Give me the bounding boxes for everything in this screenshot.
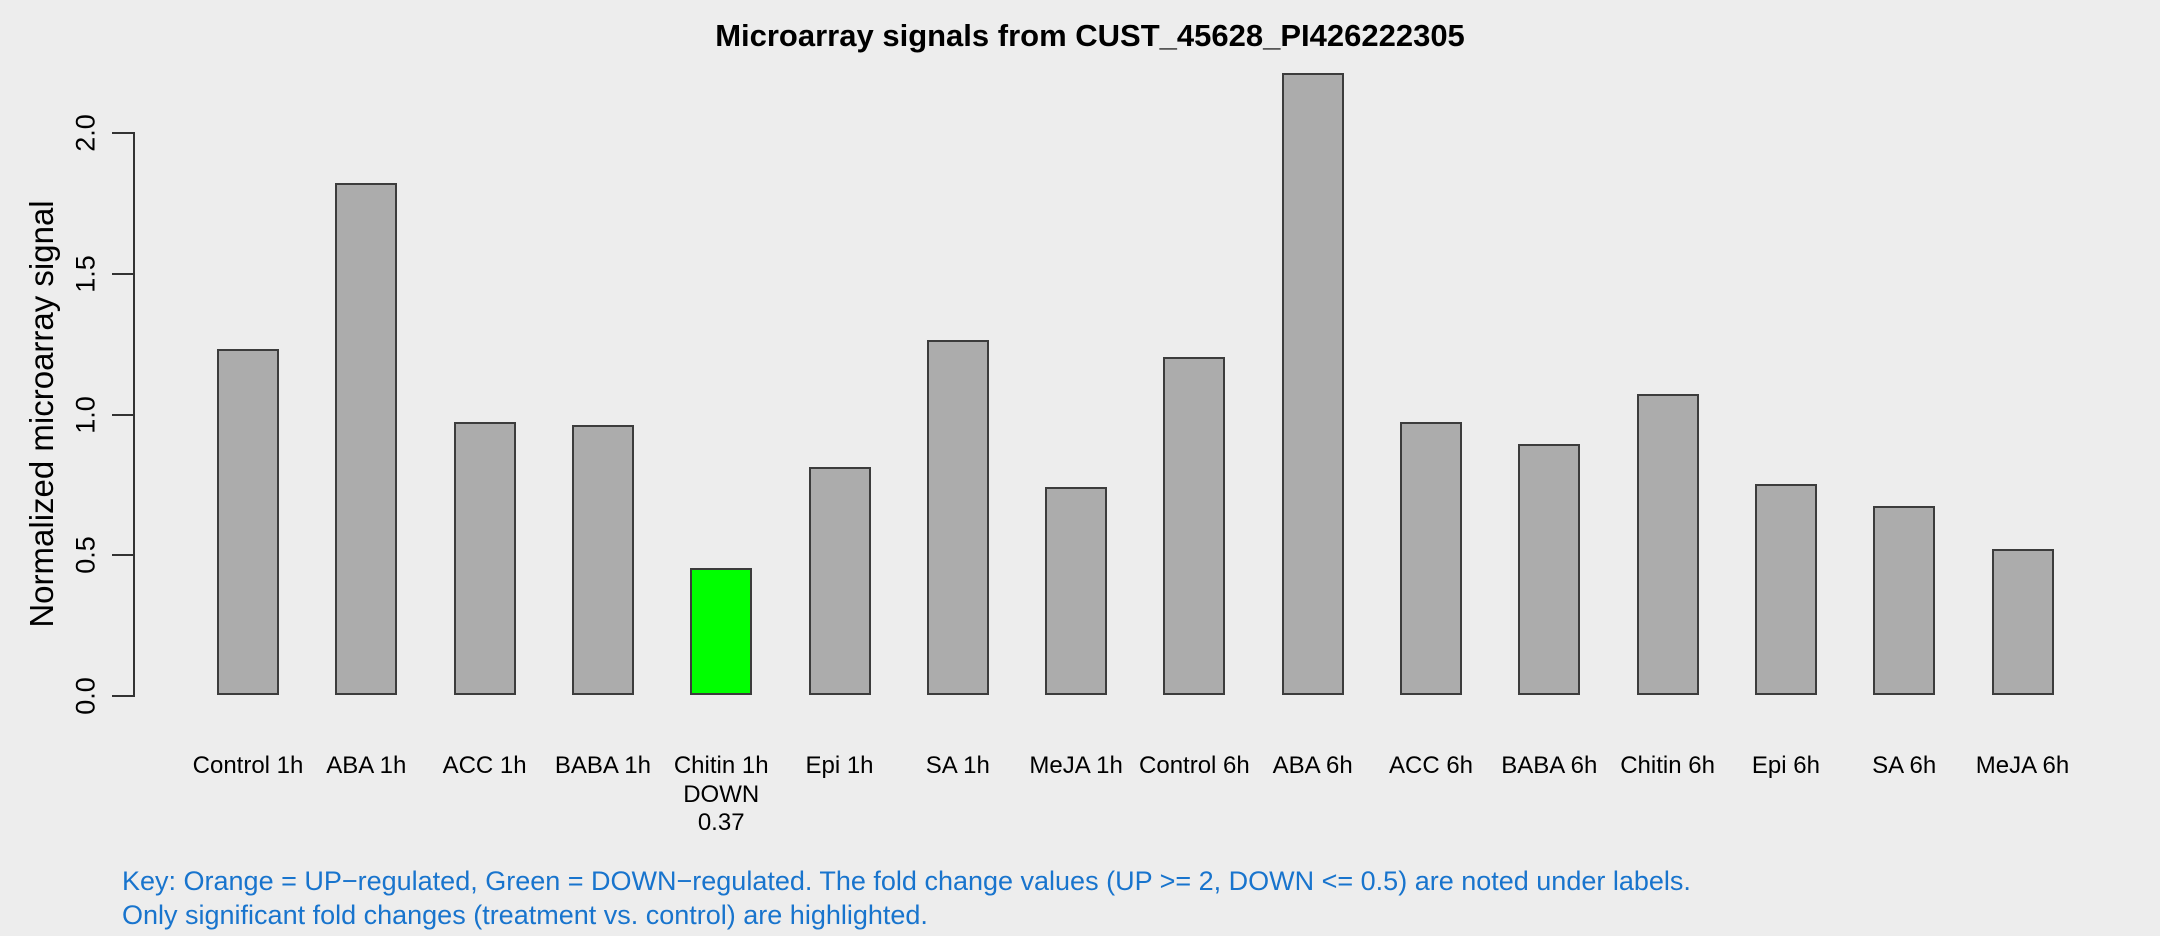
x-label-meja-6h: MeJA 6h	[1975, 752, 2070, 779]
y-tick-label-0.5: 0.5	[70, 536, 101, 575]
legend-key: Key: Orange = UP−regulated, Green = DOWN…	[122, 864, 1691, 932]
y-tick-label-2.0: 2.0	[70, 114, 101, 152]
bar-control-1h	[217, 349, 279, 695]
bar-baba-6h	[1518, 444, 1581, 695]
bar-aba-6h	[1281, 73, 1344, 695]
x-label-epi-1h: Epi 1h	[805, 752, 874, 779]
x-label-acc-6h: ACC 6h	[1388, 752, 1474, 779]
bar-aba-1h	[335, 183, 398, 695]
bar-control-6h	[1163, 357, 1226, 695]
legend-key-line-2: Only significant fold changes (treatment…	[122, 900, 928, 930]
y-tick-2.0	[112, 132, 135, 134]
y-tick-label-0.0: 0.0	[70, 677, 101, 715]
bar-chitin-6h	[1636, 394, 1699, 695]
bar-acc-1h	[453, 422, 516, 695]
x-label-chitin-1h: Chitin 1h	[673, 752, 769, 779]
bar-baba-1h	[571, 425, 634, 695]
y-tick-label-1.5: 1.5	[70, 254, 101, 293]
x-label-sa-6h: SA 6h	[1872, 752, 1937, 779]
y-axis-title: Normalized microarray signal	[23, 200, 60, 628]
bar-meja-1h	[1045, 487, 1108, 695]
bar-chitin-1h	[690, 568, 753, 695]
x-label-control-6h: Control 6h	[1139, 752, 1250, 779]
fold-value-label: 0.37	[697, 809, 745, 836]
x-label-chitin-6h: Chitin 6h	[1620, 752, 1715, 779]
bar-epi-6h	[1754, 484, 1817, 695]
bar-sa-6h	[1873, 506, 1936, 695]
x-label-meja-1h: MeJA 1h	[1029, 752, 1123, 779]
bar-sa-1h	[926, 340, 989, 695]
bar-acc-6h	[1400, 422, 1462, 695]
x-label-aba-6h: ABA 6h	[1272, 752, 1353, 779]
chart-title: Microarray signals from CUST_45628_PI426…	[715, 18, 1465, 53]
x-label-aba-1h: ABA 1h	[326, 752, 407, 779]
x-label-epi-6h: Epi 6h	[1751, 752, 1820, 779]
x-label-acc-1h: ACC 1h	[442, 752, 527, 779]
y-tick-1.0	[112, 413, 135, 416]
y-tick-0.0	[112, 695, 135, 697]
y-tick-label-1.0: 1.0	[70, 395, 101, 434]
y-tick-1.5	[112, 272, 135, 275]
legend-key-line-1: Key: Orange = UP−regulated, Green = DOWN…	[122, 866, 1691, 896]
bar-epi-1h	[808, 467, 871, 695]
bar-meja-6h	[1991, 549, 2054, 695]
x-label-sa-1h: SA 1h	[925, 752, 990, 779]
fold-direction-label: DOWN	[683, 781, 760, 808]
x-label-baba-1h: BABA 1h	[554, 752, 651, 779]
y-tick-0.5	[112, 554, 135, 557]
x-label-baba-6h: BABA 6h	[1501, 752, 1598, 779]
x-label-control-1h: Control 1h	[192, 752, 304, 779]
